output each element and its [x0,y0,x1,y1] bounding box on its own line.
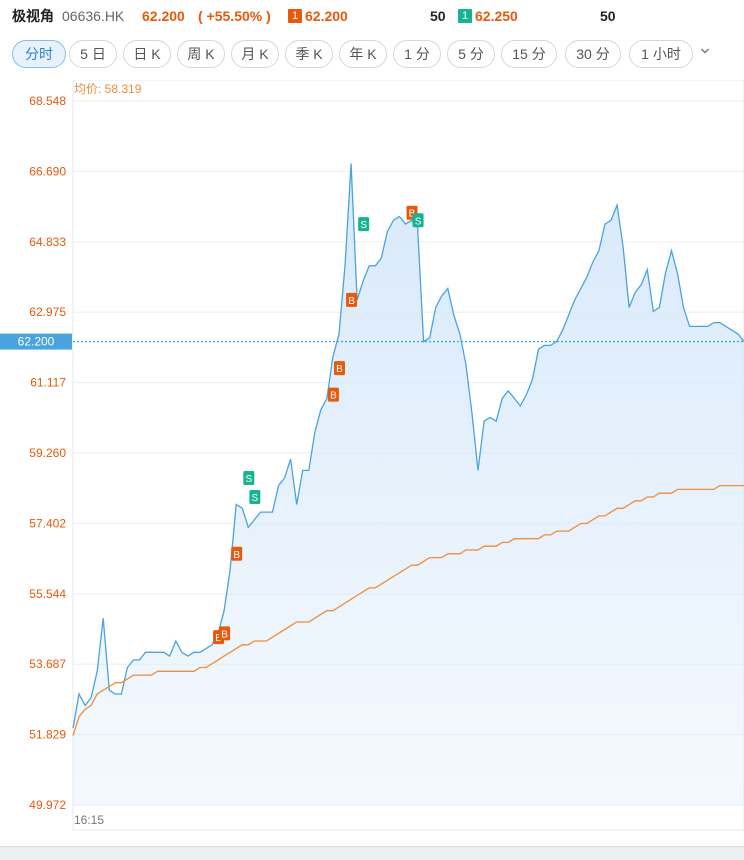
trade-marker-label: S [245,474,252,485]
y-tick-label: 49.972 [29,798,66,812]
y-tick-label: 68.548 [29,94,66,108]
ask-level-badge: 1 [458,9,472,23]
trade-marker-label: S [252,493,259,504]
plot-frame [72,80,744,831]
bid-price: 62.200 [305,8,348,24]
avg-price-label: 均价: 58.319 [74,82,142,96]
x-tick-label: 16:15 [74,813,104,827]
buy-marker [327,387,339,402]
tab-5-day[interactable]: 5 日 [69,40,117,68]
y-tick-label: 53.687 [29,657,66,671]
y-tick-label: 61.117 [30,376,66,390]
chevron-down-glyph [701,48,709,54]
stock-name: 极视角 [12,8,54,24]
tab-quarterly-k[interactable]: 季 K [285,40,333,68]
sell-marker [412,213,424,228]
last-price: 62.200 [142,8,185,24]
tab-yearly-k[interactable]: 年 K [339,40,387,68]
ask-volume: 50 [600,8,616,24]
avg-price-line [72,484,744,736]
tab-monthly-k[interactable]: 月 K [231,40,279,68]
trade-marker-label: B [348,296,355,307]
intraday-chart: 68.548 66.690 64.833 62.975 61.117 59.260 57.4… [0,80,744,831]
y-tick-label: 64.833 [29,235,66,249]
y-tick-label: 62.975 [29,305,66,319]
trade-marker-label: B [233,550,240,561]
tab-5-min[interactable]: 5 分 [447,40,495,68]
tab-intraday[interactable]: 分时 [12,40,66,68]
y-tick-label: 57.402 [29,516,66,530]
tab-daily-k[interactable]: 日 K [123,40,171,68]
buy-marker [219,626,231,641]
chevron-down-icon[interactable] [700,44,710,59]
y-tick-label: 55.544 [29,587,66,601]
price-area [73,163,744,805]
buy-marker [333,361,345,376]
bid-volume: 50 [430,8,446,24]
quote-header: 极视角 06636.HK 62.200 ( +55.50% ) 1 62.200… [12,6,742,26]
y-tick-label: 51.829 [29,728,66,742]
tab-1-min[interactable]: 1 分 [393,40,441,68]
ask-price: 62.250 [475,8,518,24]
trade-marker-label: S [415,216,422,227]
sell-marker [249,489,261,504]
trade-marker-label: B [221,629,228,640]
trade-marker-label: B [330,391,337,402]
trade-marker-label: S [360,220,367,231]
y-tick-label: 59.260 [29,446,66,460]
current-price-label: 62.200 [18,335,55,349]
tab-15-min[interactable]: 15 分 [501,40,557,68]
stock-code: 06636.HK [62,8,125,24]
trade-marker-label: B [409,209,416,220]
y-tick-label: 66.690 [29,164,66,178]
buy-marker [231,546,243,561]
price-line [72,163,744,729]
trade-marker-label: B [336,364,343,375]
tab-weekly-k[interactable]: 周 K [177,40,225,68]
tab-30-min[interactable]: 30 分 [565,40,621,68]
price-change: ( +55.50% ) [198,8,271,24]
buy-marker [346,292,358,307]
bottom-scrollbar[interactable] [0,846,744,860]
bid-level-badge: 1 [288,9,302,23]
tab-1-hour[interactable]: 1 小时 [629,40,693,68]
trade-marker-label: B [215,633,222,644]
sell-marker [358,217,370,232]
sell-marker [243,471,255,486]
current-price-tag [0,333,72,350]
